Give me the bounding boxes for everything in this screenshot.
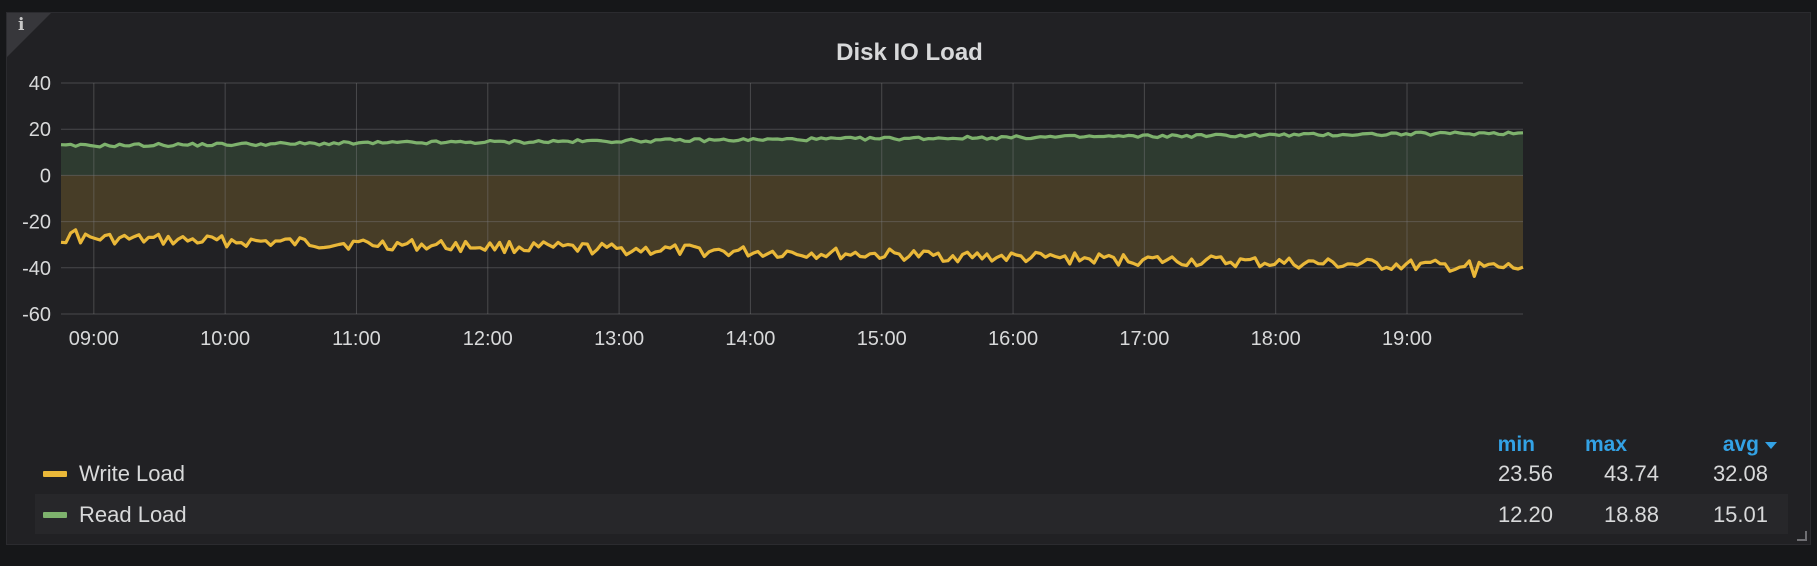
caret-down-icon [1765,441,1777,449]
x-tick-label: 12:00 [463,328,513,350]
y-tick-label: 40 [29,73,51,95]
legend-value-min: 23.56 [1497,461,1553,486]
series-line-read-load [60,130,1524,149]
legend-value-max: 43.74 [1603,461,1659,486]
chart-area[interactable]: 40 20 0 -20 -40 -60 09:00 10:00 11:00 12:00 13:00 1… [7,13,1812,413]
y-tick-label: -20 [22,212,51,234]
panel-info-corner[interactable] [7,13,51,57]
legend-header-avg-label: avg [1722,433,1759,456]
panel-title[interactable]: Disk IO Load [836,39,983,66]
series-name[interactable]: Read Load [79,502,187,527]
x-tick-label: 15:00 [857,328,907,350]
x-tick-label: 14:00 [725,328,775,350]
series-name[interactable]: Write Load [79,461,185,486]
series-color-swatch[interactable] [43,471,67,477]
series-line-write-load [60,228,1524,278]
x-tick-label: 13:00 [594,328,644,350]
legend-header-min[interactable]: min [1497,433,1535,456]
legend-value-min: 12.20 [1497,502,1553,527]
legend-value-avg: 32.08 [1712,461,1768,486]
x-tick-label: 10:00 [200,328,250,350]
x-tick-label: 18:00 [1251,328,1301,350]
legend-item-read-load[interactable]: Read Load 12.20 18.88 15.01 [35,494,1788,534]
x-tick-label: 09:00 [69,328,119,350]
resize-handle-icon[interactable] [1797,531,1807,541]
y-tick-label: 20 [29,119,51,141]
legend-value-max: 18.88 [1603,502,1659,527]
series-area-write-load [61,175,1523,277]
legend-item-write-load[interactable]: Write Load 23.56 43.74 32.08 [35,453,1788,493]
x-tick-label: 11:00 [332,328,381,350]
x-tick-label: 19:00 [1382,328,1432,350]
info-icon[interactable]: i [18,15,25,35]
x-tick-label: 16:00 [988,328,1038,350]
graph-panel: i Disk IO Load 40 20 0 -20 -40 -60 09:00 10:00 1… [6,12,1811,545]
legend-header-avg[interactable]: avg [1667,433,1777,457]
x-tick-label: 17:00 [1119,328,1169,350]
series-color-swatch[interactable] [43,512,67,518]
legend-header-max[interactable]: max [1584,433,1627,456]
y-tick-label: -60 [22,304,51,326]
legend-value-avg: 15.01 [1712,502,1768,527]
y-tick-label: -40 [22,258,51,280]
series-area-read-load [61,132,1523,176]
y-tick-label: 0 [40,165,51,187]
